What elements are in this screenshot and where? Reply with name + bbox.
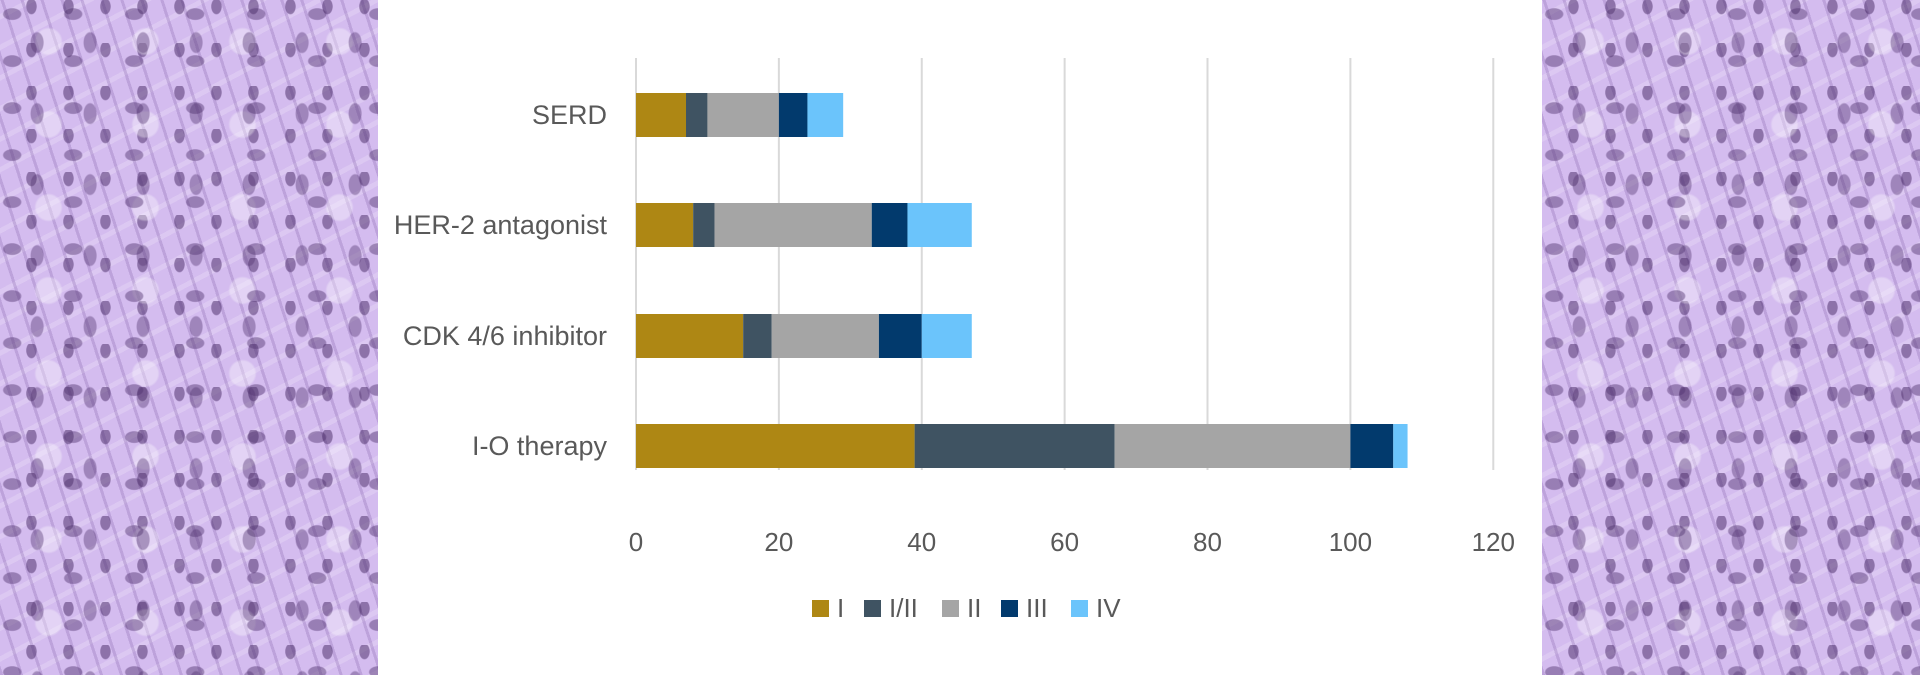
x-tick-label: 60 bbox=[1050, 527, 1079, 557]
x-tick-label: 100 bbox=[1329, 527, 1372, 557]
legend-label: I bbox=[837, 593, 844, 623]
x-tick-label: 20 bbox=[764, 527, 793, 557]
x-tick-label: 80 bbox=[1193, 527, 1222, 557]
bar-segment bbox=[1350, 424, 1394, 468]
bar-segment bbox=[1114, 424, 1351, 468]
category-label: I-O therapy bbox=[472, 431, 608, 461]
legend-swatch bbox=[864, 600, 881, 617]
bars bbox=[636, 93, 1408, 468]
axis-labels: 0 20 40 60 80 100 120 SERD HER-2 antagonist CDK 4… bbox=[394, 100, 1515, 557]
legend-label: II bbox=[967, 593, 981, 623]
legend-swatch bbox=[942, 600, 959, 617]
bar-segment bbox=[921, 314, 972, 358]
bar-segment bbox=[1393, 424, 1408, 468]
bar-segment bbox=[778, 93, 808, 137]
x-tick-label: 40 bbox=[907, 527, 936, 557]
legend-label: III bbox=[1026, 593, 1048, 623]
legend-swatch bbox=[1001, 600, 1018, 617]
bar-segment bbox=[636, 93, 687, 137]
legend-swatch bbox=[812, 600, 829, 617]
legend-swatch bbox=[1071, 600, 1088, 617]
bar-segment bbox=[636, 314, 744, 358]
bar-segment bbox=[871, 203, 908, 247]
bar-segment bbox=[636, 203, 694, 247]
bar-segment bbox=[878, 314, 922, 358]
bar-segment bbox=[686, 93, 708, 137]
bar-segment bbox=[636, 424, 915, 468]
bar-segment bbox=[807, 93, 844, 137]
legend: I I/II II III IV bbox=[812, 593, 1121, 623]
category-label: HER-2 antagonist bbox=[394, 210, 608, 240]
bar-segment bbox=[707, 93, 779, 137]
histology-background-right bbox=[1542, 0, 1920, 675]
legend-label: I/II bbox=[889, 593, 918, 623]
stacked-bar-chart: 0 20 40 60 80 100 120 SERD HER-2 antagonist CDK 4… bbox=[394, 58, 1515, 623]
bar-segment bbox=[771, 314, 879, 358]
category-label: SERD bbox=[532, 100, 607, 130]
bar-segment bbox=[693, 203, 715, 247]
bar-segment bbox=[914, 424, 1115, 468]
bar-segment bbox=[714, 203, 872, 247]
x-tick-label: 0 bbox=[629, 527, 643, 557]
chart-panel: 0 20 40 60 80 100 120 SERD HER-2 antagonist CDK 4… bbox=[378, 0, 1542, 675]
bar-segment bbox=[743, 314, 772, 358]
legend-label: IV bbox=[1096, 593, 1121, 623]
histology-background-left bbox=[0, 0, 378, 675]
x-tick-label: 120 bbox=[1472, 527, 1515, 557]
category-label: CDK 4/6 inhibitor bbox=[403, 321, 607, 351]
bar-segment bbox=[907, 203, 972, 247]
